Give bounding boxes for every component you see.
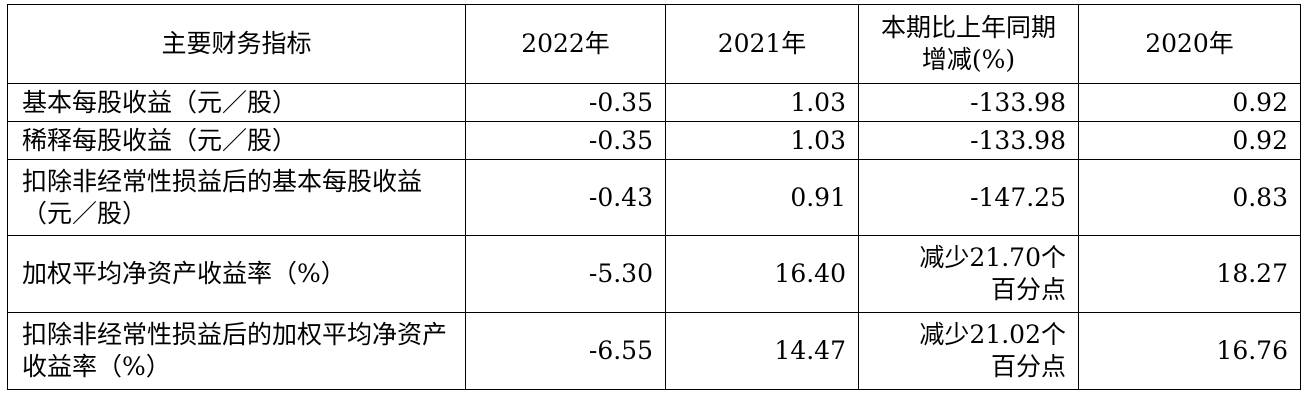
table-row: 扣除非经常性损益后的加权平均净资产收益率（%） -6.55 14.47 减少21… (7, 312, 1301, 390)
table-header-row: 主要财务指标 2022年 2021年 本期比上年同期增减(%) 2020年 (7, 4, 1301, 84)
cell-2021: 1.03 (665, 121, 859, 160)
cell-2022: -5.30 (465, 235, 666, 313)
cell-change: -147.25 (858, 159, 1079, 236)
cell-2021: 16.40 (665, 235, 859, 313)
cell-2020: 18.27 (1078, 235, 1301, 313)
header-2022: 2022年 (465, 4, 666, 84)
cell-2021: 14.47 (665, 312, 859, 390)
cell-2020: 0.92 (1078, 83, 1301, 122)
row-label: 扣除非经常性损益后的基本每股收益（元／股） (7, 159, 466, 236)
cell-change: 减少21.02个百分点 (858, 312, 1079, 390)
header-indicator: 主要财务指标 (7, 4, 466, 84)
row-label: 加权平均净资产收益率（%） (7, 235, 466, 313)
table-row: 基本每股收益（元／股） -0.35 1.03 -133.98 0.92 (7, 83, 1301, 122)
cell-change: -133.98 (858, 121, 1079, 160)
cell-change: -133.98 (858, 83, 1079, 122)
cell-2022: -0.43 (465, 159, 666, 236)
cell-2021: 1.03 (665, 83, 859, 122)
header-change: 本期比上年同期增减(%) (858, 4, 1079, 84)
row-label: 扣除非经常性损益后的加权平均净资产收益率（%） (7, 312, 466, 390)
cell-2022: -0.35 (465, 83, 666, 122)
cell-2020: 0.83 (1078, 159, 1301, 236)
cell-2022: -0.35 (465, 121, 666, 160)
table-row: 扣除非经常性损益后的基本每股收益（元／股） -0.43 0.91 -147.25… (7, 159, 1301, 236)
table-row: 加权平均净资产收益率（%） -5.30 16.40 减少21.70个百分点 18… (7, 235, 1301, 313)
cell-2022: -6.55 (465, 312, 666, 390)
cell-change: 减少21.70个百分点 (858, 235, 1079, 313)
financial-indicators-table: 主要财务指标 2022年 2021年 本期比上年同期增减(%) 2020年 基本… (7, 4, 1301, 390)
row-label: 基本每股收益（元／股） (7, 83, 466, 122)
header-2021: 2021年 (665, 4, 859, 84)
cell-2021: 0.91 (665, 159, 859, 236)
table-row: 稀释每股收益（元／股） -0.35 1.03 -133.98 0.92 (7, 121, 1301, 160)
header-2020: 2020年 (1078, 4, 1301, 84)
cell-2020: 16.76 (1078, 312, 1301, 390)
cell-2020: 0.92 (1078, 121, 1301, 160)
row-label: 稀释每股收益（元／股） (7, 121, 466, 160)
